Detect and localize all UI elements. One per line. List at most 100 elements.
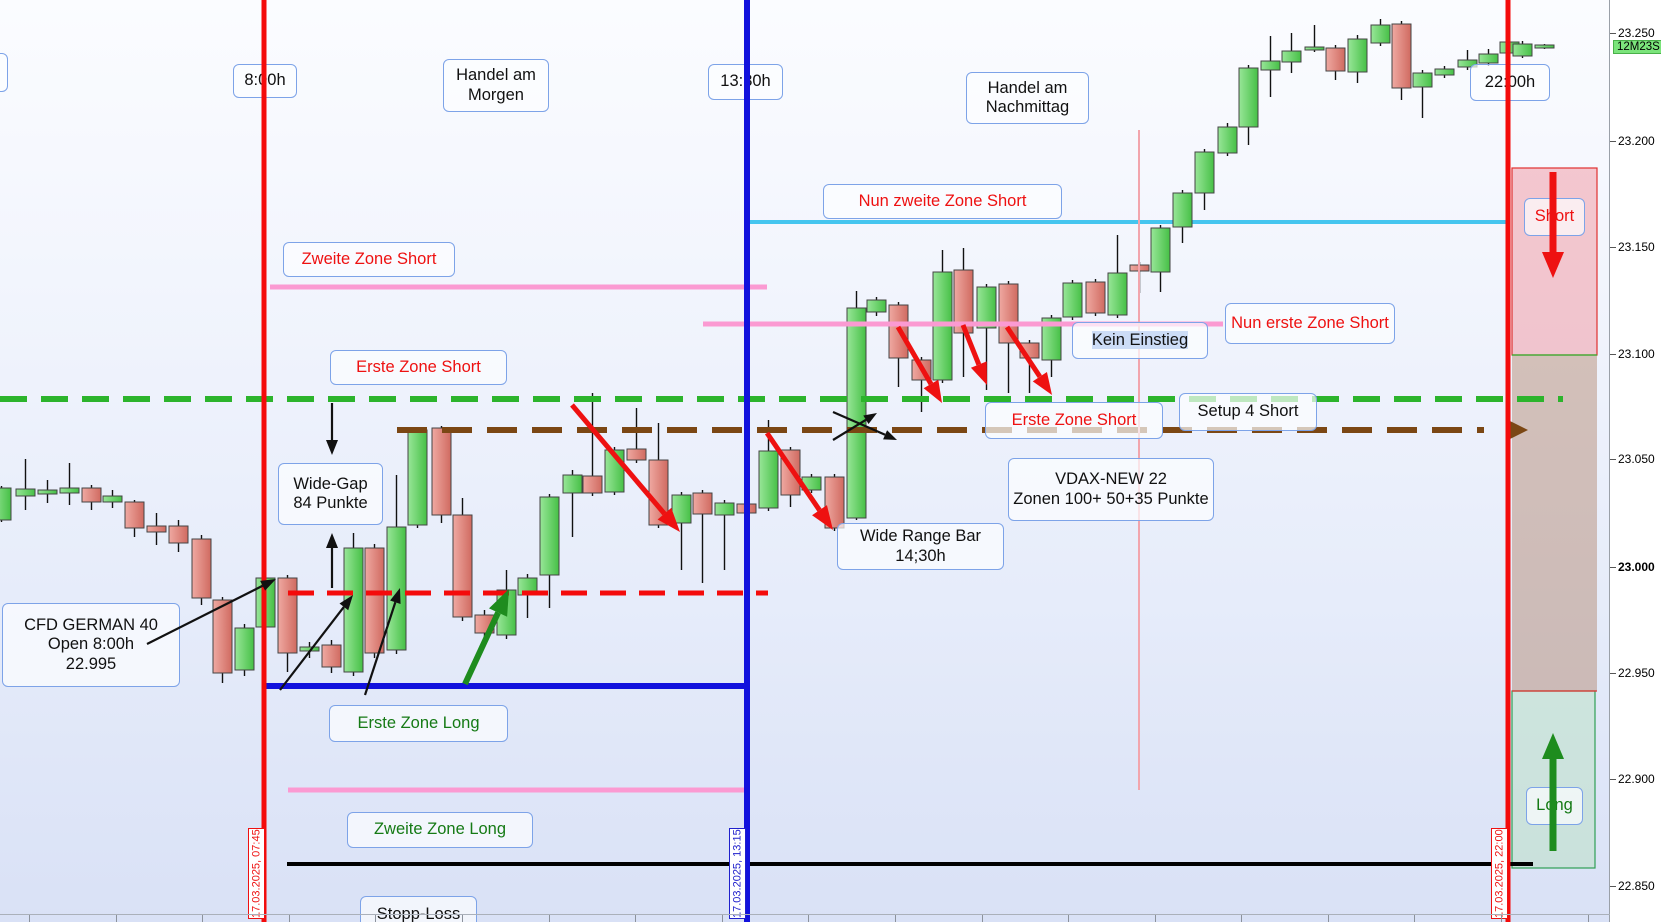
candle-body: [626, 448, 647, 461]
candle-body: [124, 501, 145, 529]
candle-body: [846, 307, 867, 519]
candle-body: [582, 475, 603, 494]
candle-body: [1150, 227, 1171, 273]
candle-body: [1478, 53, 1499, 64]
candle: [386, 475, 407, 654]
candle: [407, 427, 428, 528]
candle: [1107, 235, 1128, 318]
candle: [953, 248, 974, 377]
candle: [1281, 33, 1302, 73]
candle-body: [1107, 272, 1128, 316]
candle-body: [364, 547, 385, 654]
candle: [191, 535, 212, 605]
candle: [801, 474, 822, 493]
candle-body: [1041, 317, 1062, 361]
candle-body: [234, 627, 255, 671]
long-zone: [1511, 690, 1596, 869]
candle: [517, 574, 538, 618]
candle-body: [37, 489, 58, 495]
candle-body: [1457, 59, 1478, 68]
candle-body: [1238, 67, 1259, 128]
candle: [364, 544, 385, 658]
candle: [824, 474, 845, 531]
candle-body: [714, 502, 735, 516]
candle-body: [562, 474, 583, 494]
candle-body: [191, 538, 212, 599]
candle: [1457, 50, 1478, 70]
candle: [866, 297, 887, 316]
candle-body: [386, 526, 407, 651]
candle-body: [168, 525, 189, 544]
candle-body: [496, 589, 517, 636]
candle: [1304, 25, 1325, 52]
candle: [212, 597, 233, 683]
candle-body: [692, 492, 713, 515]
candle: [124, 500, 145, 537]
overlap-zone: [1512, 355, 1597, 691]
candle-body: [0, 487, 12, 521]
right-zones: [1511, 167, 1598, 869]
candle: [102, 490, 123, 508]
candle: [911, 357, 932, 412]
candle: [1325, 45, 1346, 80]
candle: [1412, 70, 1433, 118]
candle-body: [539, 496, 560, 576]
candle-body: [321, 644, 342, 668]
short-zone: [1511, 167, 1598, 356]
candle-body: [780, 449, 801, 496]
candle-body: [1325, 47, 1346, 72]
candle-body: [648, 459, 669, 526]
candle: [1260, 36, 1281, 97]
candle: [648, 423, 669, 528]
candle: [1217, 123, 1238, 156]
candle-body: [81, 487, 102, 503]
setup4-short-line-arrowhead: [1506, 419, 1528, 441]
candle: [692, 490, 713, 583]
candle: [932, 250, 953, 383]
candle: [496, 570, 517, 639]
candle: [1194, 149, 1215, 210]
candle: [758, 420, 779, 511]
candle: [736, 501, 757, 516]
candle-body: [1347, 38, 1368, 73]
candle-body: [1391, 23, 1412, 89]
candle-body: [998, 283, 1019, 344]
candle-body: [212, 599, 233, 674]
candle-body: [1217, 126, 1238, 154]
candle: [474, 610, 495, 638]
candle-body: [146, 525, 167, 533]
candle: [431, 426, 452, 523]
candle: [321, 640, 342, 673]
candle-body: [1172, 192, 1193, 228]
candle: [343, 533, 364, 676]
candle: [1150, 225, 1171, 292]
candle: [1370, 19, 1391, 46]
candle: [299, 642, 320, 658]
candle: [1391, 21, 1412, 100]
candle: [582, 393, 603, 496]
candle: [1172, 190, 1193, 243]
candles: [0, 19, 1555, 683]
candle-body: [1194, 151, 1215, 194]
candle-body: [801, 476, 822, 491]
candle: [81, 485, 102, 510]
candle: [1434, 66, 1455, 78]
candle-body: [1412, 72, 1433, 88]
candle: [1062, 280, 1083, 320]
candle: [626, 408, 647, 463]
candle-body: [452, 514, 473, 618]
candle-body: [59, 487, 80, 494]
candle: [671, 492, 692, 570]
candle-body: [15, 488, 36, 497]
candle-body: [1434, 68, 1455, 76]
candle-body: [102, 495, 123, 503]
candle-body: [277, 577, 298, 654]
candle: [998, 281, 1019, 393]
candle: [168, 520, 189, 552]
candle-body: [1085, 281, 1106, 314]
candle: [1512, 41, 1533, 58]
candle: [780, 447, 801, 507]
candle-body: [1512, 43, 1533, 57]
candle-body: [1062, 282, 1083, 318]
